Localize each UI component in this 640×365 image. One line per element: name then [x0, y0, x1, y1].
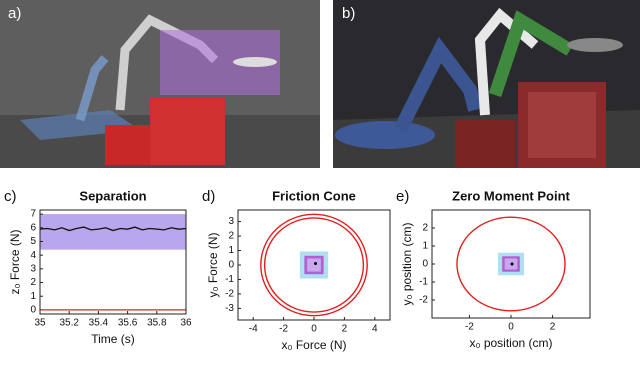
circle — [456, 216, 566, 312]
y-axis-label: y₀ position (cm) — [400, 222, 414, 305]
y-tick-label: 3 — [228, 216, 234, 227]
photo-b: b) — [333, 0, 640, 168]
x-tick-label: -2 — [465, 322, 474, 333]
y-tick-label: -2 — [225, 289, 234, 300]
panel-label: a) — [8, 5, 21, 22]
y-tick-label: 4 — [30, 250, 36, 261]
y-tick-label: -2 — [419, 295, 428, 306]
panel-label: c) — [4, 188, 17, 205]
x-axis-label: Time (s) — [91, 332, 135, 346]
frame — [39, 209, 187, 315]
x-tick-label: 0 — [311, 324, 317, 335]
x-tick-label: -4 — [249, 324, 258, 335]
frame — [237, 209, 391, 321]
y-tick-label: 1 — [30, 291, 36, 302]
point — [314, 262, 318, 266]
series-line — [39, 226, 187, 232]
x-axis-label: x₀ Force (N) — [282, 338, 347, 352]
x-tick-label: 36 — [180, 318, 192, 329]
chart-title: Friction Cone — [272, 188, 356, 203]
y-tick-label: 1 — [228, 245, 234, 256]
panel-label: e) — [396, 188, 409, 205]
y-tick-label: -1 — [419, 277, 428, 288]
y-tick-label: 0 — [422, 259, 428, 270]
x-tick-label: 4 — [372, 324, 378, 335]
y-tick-label: 3 — [30, 263, 36, 274]
panel-label: b) — [342, 5, 355, 22]
x-tick-label: 35.6 — [118, 318, 138, 329]
x-axis-label: x₀ position (cm) — [470, 336, 553, 350]
y-tick-label: 1 — [422, 241, 428, 252]
photo-a: a) — [0, 0, 320, 168]
x-tick-label: 35 — [34, 318, 46, 329]
y-tick-label: 5 — [30, 236, 36, 247]
region — [40, 214, 186, 250]
y-tick-label: 2 — [30, 277, 36, 288]
point — [510, 262, 514, 266]
chart-title: Zero Moment Point — [452, 188, 570, 203]
x-tick-label: 35.2 — [59, 318, 79, 329]
y-tick-label: 0 — [30, 305, 36, 316]
y-tick-label: 2 — [422, 223, 428, 234]
x-tick-label: 2 — [342, 324, 348, 335]
x-tick-label: 35.4 — [89, 318, 109, 329]
y-axis-label: z₀ Force (N) — [8, 230, 22, 295]
y-tick-label: 7 — [30, 209, 36, 220]
panel-label: d) — [202, 188, 215, 205]
x-tick-label: 35.8 — [147, 318, 167, 329]
chart-title: Separation — [79, 188, 146, 203]
x-tick-label: 2 — [550, 322, 556, 333]
y-tick-label: 0 — [228, 260, 234, 271]
x-tick-label: -2 — [279, 324, 288, 335]
x-tick-label: 0 — [508, 322, 514, 333]
y-tick-label: 6 — [30, 222, 36, 233]
frame — [431, 209, 591, 319]
box — [307, 258, 321, 272]
y-axis-label: y₀ Force (N) — [206, 233, 220, 298]
circle — [260, 213, 368, 317]
circle — [263, 217, 365, 313]
y-tick-label: 2 — [228, 231, 234, 242]
y-tick-label: -3 — [225, 303, 234, 314]
y-tick-label: -1 — [225, 274, 234, 285]
